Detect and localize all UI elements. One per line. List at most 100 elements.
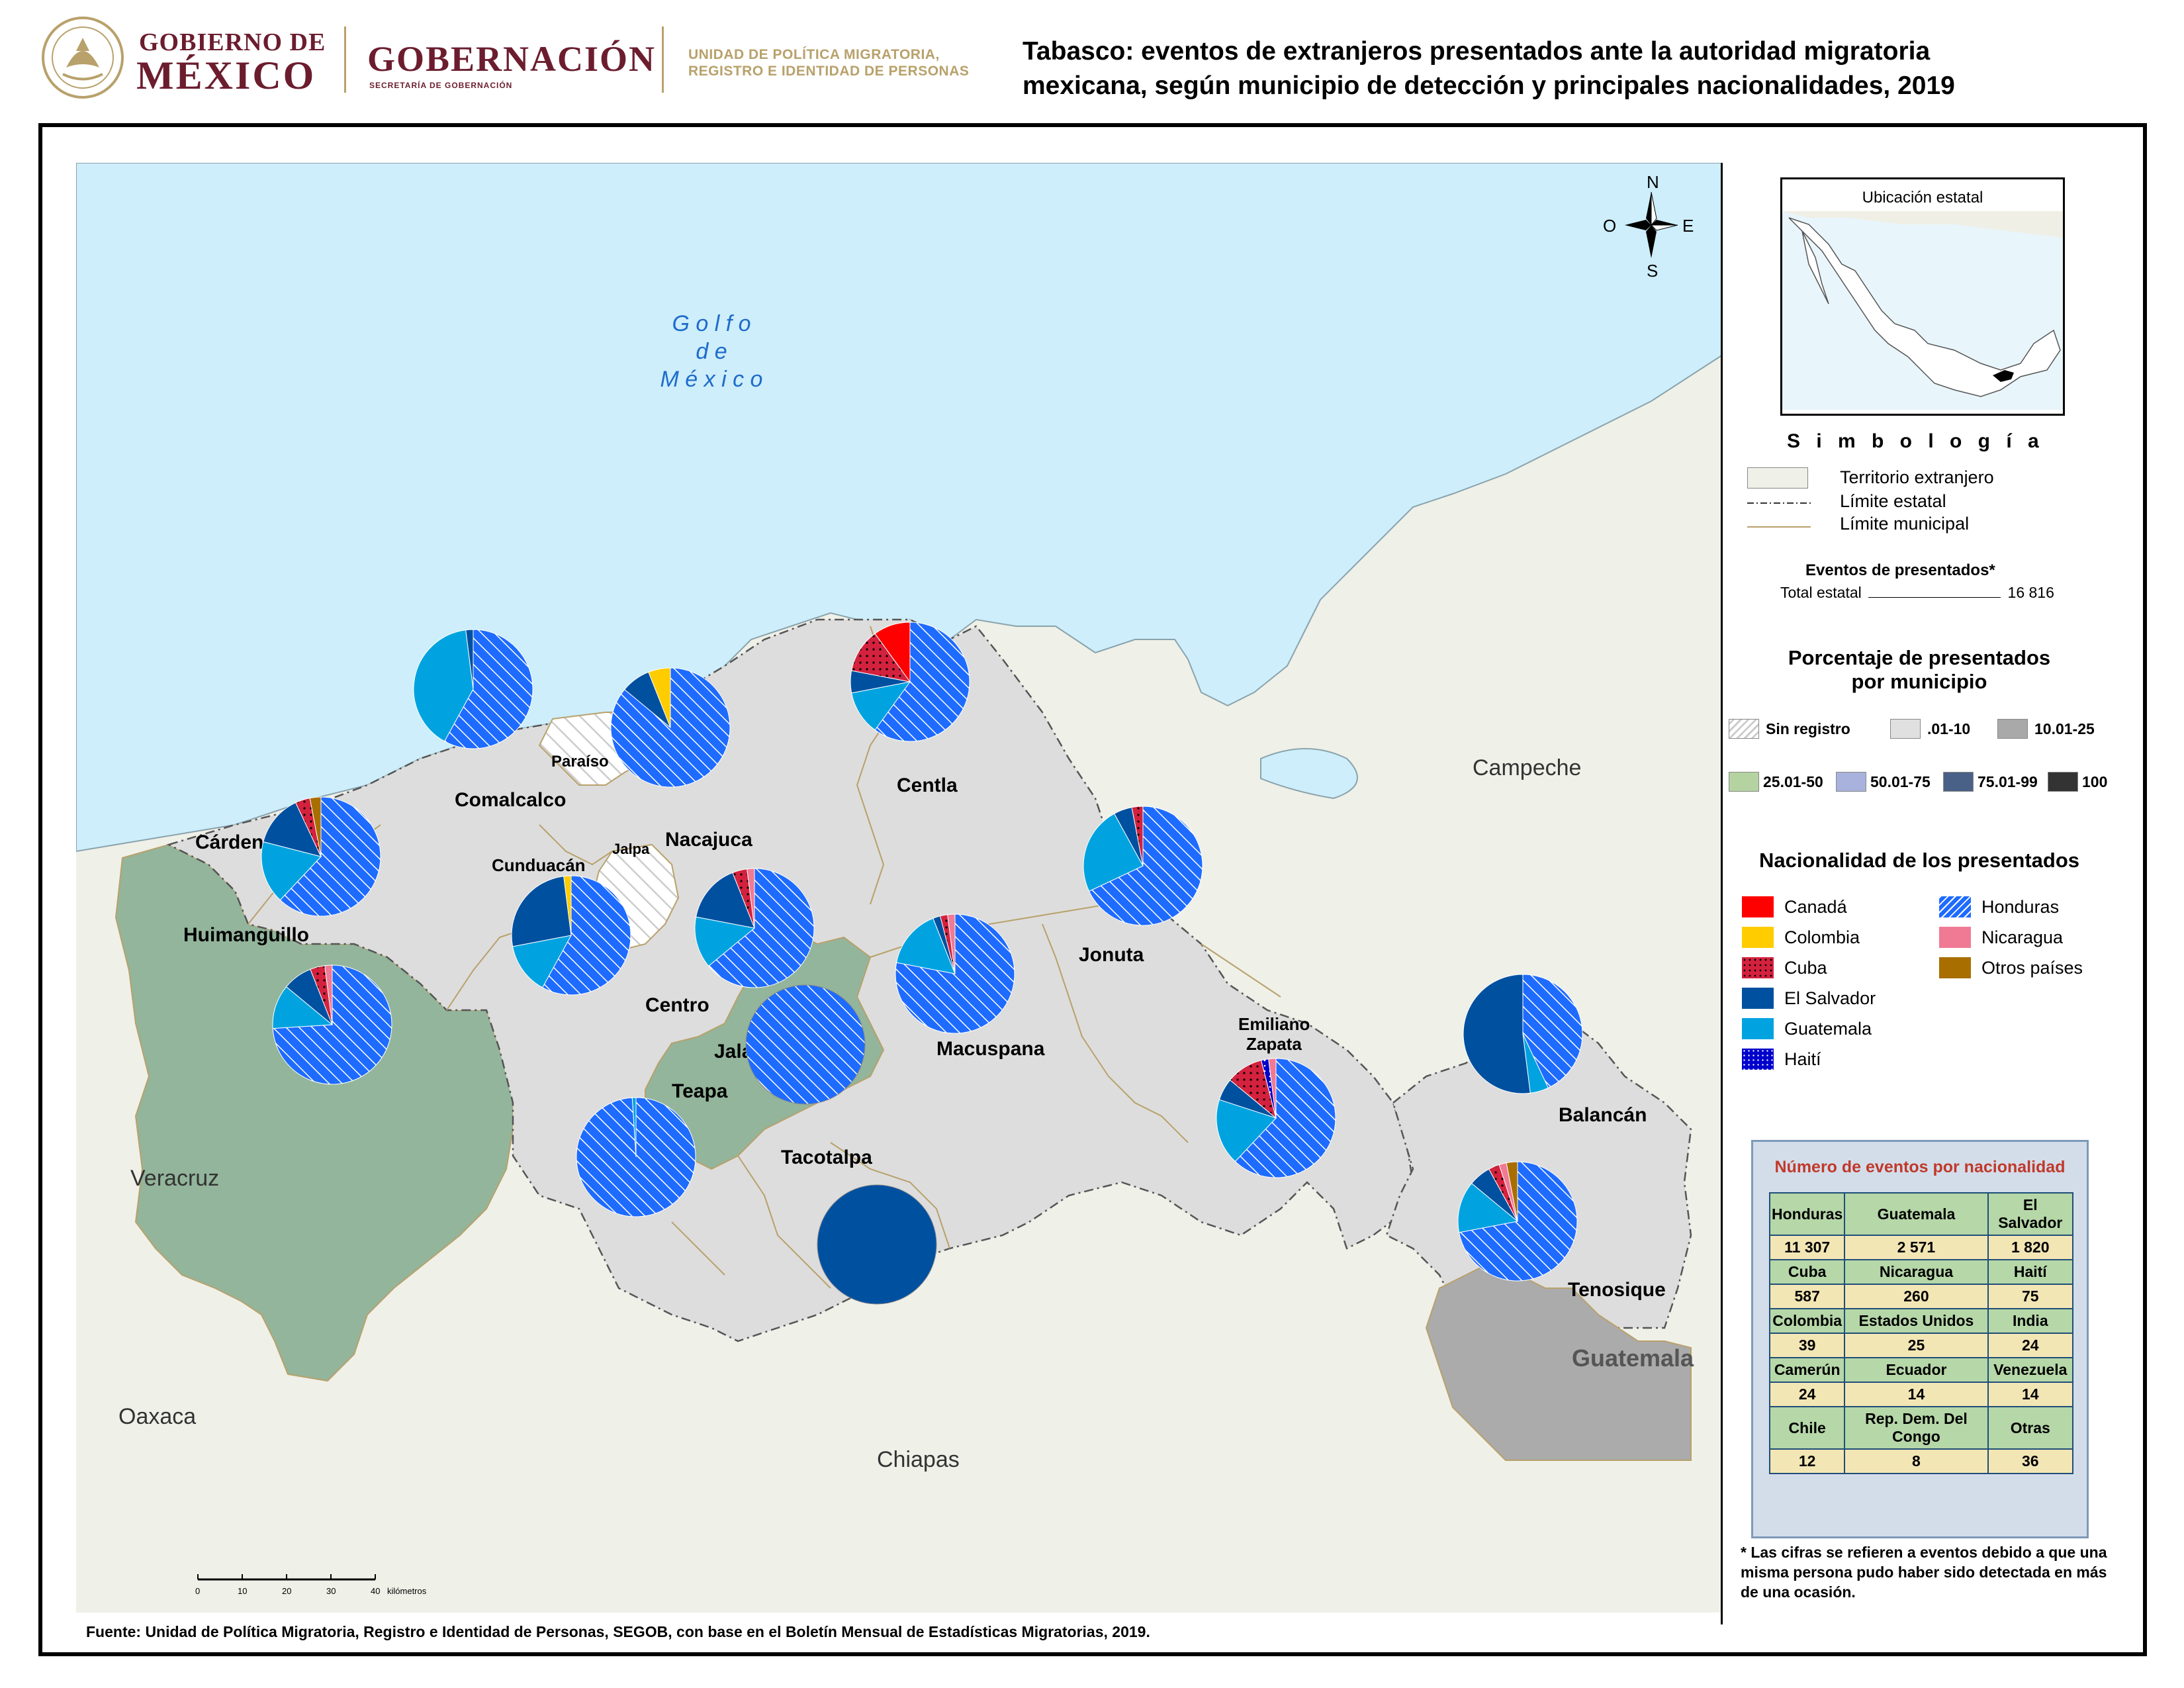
table-header-row: Honduras Guatemala El Salvador xyxy=(1768,1192,2074,1236)
territorio-label: Territorio extranjero xyxy=(1840,467,1994,487)
pie-balancan xyxy=(1463,974,1583,1094)
pie-slice-guatemala xyxy=(694,916,756,967)
pct-swatch-2 xyxy=(1997,719,2028,739)
table-value-cell: 2 571 xyxy=(1844,1235,1989,1260)
map-frame xyxy=(38,123,2147,1656)
pct-title-line-1: Porcentaje de presentados xyxy=(1788,646,2051,669)
nat-swatch-cuba xyxy=(1742,957,1774,978)
lagoon xyxy=(1260,748,1358,800)
footnote: * Las cifras se refieren a eventos debid… xyxy=(1741,1544,2107,1601)
pie-emiliano-zapata xyxy=(1216,1058,1336,1178)
table-title: Número de eventos por nacionalidad xyxy=(1774,1158,2066,1176)
pie-slice-salvador xyxy=(511,876,572,947)
pie-tacotalpa xyxy=(817,1184,937,1305)
legend-panel-border xyxy=(1721,163,1723,1624)
pie-slice-guatemala xyxy=(1216,1099,1277,1162)
nat-label-guatemala: Guatemala xyxy=(1784,1019,1872,1039)
label-cunduacan: Cunduacán xyxy=(492,855,586,875)
scale-tick-30: 30 xyxy=(326,1586,336,1596)
nat-swatch-haiti xyxy=(1742,1049,1774,1070)
pie-slice-honduras xyxy=(1088,806,1203,926)
pie-slice-guatemala xyxy=(631,1097,637,1158)
pie-slice-otros xyxy=(1506,1161,1518,1222)
pct-label-2: 10.01-25 xyxy=(2034,720,2095,737)
table-header-cell: Nicaragua xyxy=(1844,1259,1989,1285)
sea-label-1: G o l f o xyxy=(672,311,751,336)
pct-label-4: 50.01-75 xyxy=(1870,773,1931,790)
title-line-2: mexicana, según municipio de detección y… xyxy=(1023,71,1955,100)
table-header-row: Colombia Estados Unidos India xyxy=(1768,1308,2074,1334)
table-header-cell: Ecuador xyxy=(1844,1357,1989,1383)
label-nacajuca: Nacajuca xyxy=(665,829,752,851)
table-header-row: Chile Rep. Dem. Del Congo Otras xyxy=(1768,1406,2074,1450)
unit-name: UNIDAD DE POLÍTICA MIGRATORIA, REGISTRO … xyxy=(688,46,969,79)
eventos-title: Eventos de presentados* xyxy=(1805,561,1995,579)
nat-swatch-canada xyxy=(1742,896,1774,917)
table-value-row: 11 307 2 571 1 820 xyxy=(1768,1235,2074,1260)
pct-swatch-6 xyxy=(2048,772,2078,792)
table-header-cell: Chile xyxy=(1768,1406,1846,1450)
nat-swatch-colombia xyxy=(1742,927,1774,948)
label-tacotalpa: Tacotalpa xyxy=(781,1147,872,1168)
pie-slice-honduras xyxy=(874,622,970,742)
pie-slice-cuba xyxy=(851,633,911,682)
table-header-cell: India xyxy=(1987,1308,2074,1334)
pie-slice-guatemala xyxy=(1083,813,1144,892)
nat-label-nicaragua: Nicaragua xyxy=(1981,927,2064,947)
pie-cardenas xyxy=(261,796,381,917)
pie-slice-honduras xyxy=(1522,974,1583,1089)
pie-jonuta xyxy=(1083,806,1203,926)
table-value-cell: 75 xyxy=(1987,1284,2074,1309)
table-header-cell: Haití xyxy=(1987,1259,2074,1285)
label-chiapas: Chiapas xyxy=(877,1447,960,1472)
pie-comalcalco xyxy=(413,629,533,749)
label-jonuta: Jonuta xyxy=(1079,944,1144,966)
header-divider xyxy=(662,26,664,93)
pie-slice-colombia xyxy=(563,875,572,936)
unit-line-1: UNIDAD DE POLÍTICA MIGRATORIA, xyxy=(688,47,940,62)
total-leader-line xyxy=(1868,597,2001,598)
nat-swatch-el-salvador xyxy=(1742,988,1774,1009)
pct-title: Porcentaje de presentados por municipio xyxy=(1741,646,2098,694)
table-value-cell: 24 xyxy=(1987,1333,2074,1358)
table-header-cell: Guatemala xyxy=(1844,1192,1989,1236)
gobierno-de-label: GOBIERNO DE xyxy=(139,28,326,56)
pie-centla xyxy=(850,622,970,742)
mexico-inset-map xyxy=(1782,211,2063,410)
table-header-cell: El Salvador xyxy=(1987,1192,2074,1236)
pie-huimanguillo xyxy=(272,964,392,1085)
table-header-cell: Cuba xyxy=(1768,1259,1846,1285)
pie-slice-guatemala xyxy=(413,630,474,742)
pct-swatch-sin-registro xyxy=(1729,719,1759,739)
nat-label-el-salvador: El Salvador xyxy=(1784,988,1876,1008)
label-tenosique: Tenosique xyxy=(1568,1279,1666,1301)
pie-slice-honduras xyxy=(279,796,381,917)
pie-slice-nicaragua xyxy=(747,868,755,929)
pie-centro xyxy=(694,868,815,988)
label-emiliano: Emiliano xyxy=(1238,1014,1310,1034)
label-campeche: Campeche xyxy=(1473,755,1581,780)
nat-label-cuba: Cuba xyxy=(1784,958,1827,978)
pct-swatch-4 xyxy=(1836,772,1866,792)
territorio-swatch xyxy=(1747,467,1808,489)
pie-slice-guatemala xyxy=(896,917,956,974)
label-guatemala: Guatemala xyxy=(1572,1344,1694,1372)
table-value-cell: 12 xyxy=(1768,1448,1846,1474)
table-header-cell: Rep. Dem. Del Congo xyxy=(1844,1406,1989,1450)
table-value-cell: 8 xyxy=(1844,1448,1989,1474)
sea-label-3: M é x i c o xyxy=(660,367,763,392)
table-value-row: 39 25 24 xyxy=(1768,1333,2074,1358)
limite-municipal-label: Límite municipal xyxy=(1840,514,1970,534)
label-veracruz: Veracruz xyxy=(130,1166,219,1191)
pie-slice-otros xyxy=(309,796,322,857)
label-centla: Centla xyxy=(897,774,958,796)
table-value-cell: 11 307 xyxy=(1768,1235,1846,1260)
pct-label-sin-registro: Sin registro xyxy=(1766,720,1850,737)
table-value-cell: 14 xyxy=(1844,1382,1989,1407)
pct-swatch-3 xyxy=(1729,772,1759,792)
scale-bar: 0 10 20 30 40 kilómetros xyxy=(195,1574,427,1596)
gobernacion-logo: GOBERNACIÓN xyxy=(367,39,657,79)
page-title: Tabasco: eventos de extranjeros presenta… xyxy=(1023,34,2148,103)
limite-estatal-label: Límite estatal xyxy=(1840,491,1946,511)
nat-swatch-otros xyxy=(1939,957,1971,978)
